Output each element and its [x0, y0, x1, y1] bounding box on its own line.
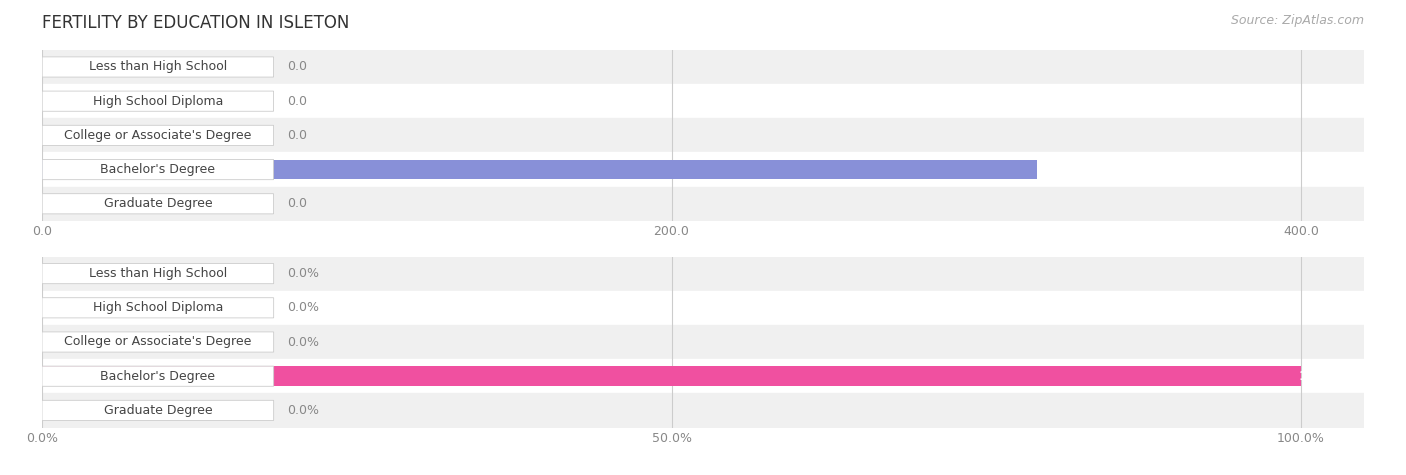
Text: 0.0%: 0.0% — [287, 267, 319, 280]
FancyBboxPatch shape — [42, 366, 274, 386]
Text: Bachelor's Degree: Bachelor's Degree — [100, 163, 215, 176]
Text: 0.0: 0.0 — [287, 95, 307, 108]
Text: 0.0: 0.0 — [287, 197, 307, 210]
Bar — [42, 84, 1364, 118]
FancyBboxPatch shape — [42, 125, 274, 145]
Text: Source: ZipAtlas.com: Source: ZipAtlas.com — [1230, 14, 1364, 27]
Text: High School Diploma: High School Diploma — [93, 301, 224, 314]
FancyBboxPatch shape — [42, 91, 274, 111]
Text: High School Diploma: High School Diploma — [93, 95, 224, 108]
Bar — [42, 160, 1036, 180]
Text: 316.0: 316.0 — [1312, 163, 1351, 176]
FancyBboxPatch shape — [42, 264, 274, 284]
Text: College or Associate's Degree: College or Associate's Degree — [65, 129, 252, 142]
Text: 0.0%: 0.0% — [287, 404, 319, 417]
Bar — [42, 256, 1364, 291]
Bar — [42, 50, 1364, 84]
FancyBboxPatch shape — [42, 57, 274, 77]
FancyBboxPatch shape — [42, 194, 274, 214]
Text: College or Associate's Degree: College or Associate's Degree — [65, 335, 252, 349]
Bar — [42, 359, 1364, 393]
Text: Less than High School: Less than High School — [89, 267, 226, 280]
Bar — [42, 152, 1364, 187]
Text: FERTILITY BY EDUCATION IN ISLETON: FERTILITY BY EDUCATION IN ISLETON — [42, 14, 350, 32]
FancyBboxPatch shape — [42, 332, 274, 352]
Bar — [42, 366, 1301, 386]
Text: 100.0%: 100.0% — [1298, 370, 1351, 383]
Bar — [42, 118, 1364, 152]
FancyBboxPatch shape — [42, 298, 274, 318]
Bar — [42, 325, 1364, 359]
Bar — [42, 291, 1364, 325]
Text: 0.0%: 0.0% — [287, 335, 319, 349]
FancyBboxPatch shape — [42, 400, 274, 420]
Text: 0.0: 0.0 — [287, 129, 307, 142]
Bar — [42, 187, 1364, 221]
Text: Less than High School: Less than High School — [89, 60, 226, 74]
Text: Graduate Degree: Graduate Degree — [104, 197, 212, 210]
FancyBboxPatch shape — [42, 160, 274, 180]
Text: 0.0%: 0.0% — [287, 301, 319, 314]
Bar — [42, 393, 1364, 428]
Text: 0.0: 0.0 — [287, 60, 307, 74]
Text: Bachelor's Degree: Bachelor's Degree — [100, 370, 215, 383]
Text: Graduate Degree: Graduate Degree — [104, 404, 212, 417]
